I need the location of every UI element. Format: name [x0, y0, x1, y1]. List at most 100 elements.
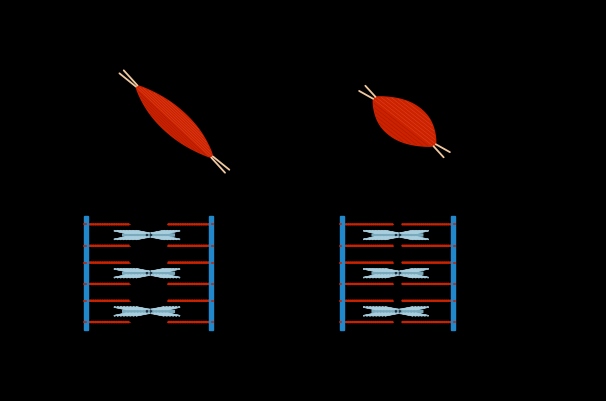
- Polygon shape: [366, 314, 380, 316]
- Circle shape: [104, 262, 106, 263]
- Polygon shape: [412, 269, 425, 271]
- Circle shape: [350, 262, 351, 263]
- Circle shape: [358, 322, 360, 323]
- Circle shape: [364, 224, 366, 225]
- Polygon shape: [120, 231, 134, 233]
- Circle shape: [441, 262, 443, 263]
- Circle shape: [208, 245, 209, 247]
- Circle shape: [421, 224, 422, 225]
- Circle shape: [427, 284, 428, 285]
- Circle shape: [120, 224, 122, 225]
- Polygon shape: [373, 275, 386, 278]
- Circle shape: [435, 300, 437, 302]
- Circle shape: [346, 224, 347, 225]
- Circle shape: [362, 224, 364, 225]
- Circle shape: [383, 284, 385, 285]
- Polygon shape: [122, 271, 175, 275]
- Bar: [451, 217, 455, 331]
- Polygon shape: [366, 307, 380, 310]
- Circle shape: [383, 245, 385, 247]
- Polygon shape: [154, 307, 168, 310]
- Circle shape: [111, 322, 113, 323]
- Polygon shape: [160, 275, 174, 278]
- Circle shape: [367, 262, 368, 263]
- Polygon shape: [160, 269, 174, 271]
- Circle shape: [383, 300, 385, 302]
- Circle shape: [178, 262, 179, 263]
- Circle shape: [375, 224, 376, 225]
- Circle shape: [99, 322, 101, 323]
- Polygon shape: [385, 307, 398, 310]
- Circle shape: [92, 224, 94, 225]
- Circle shape: [435, 224, 437, 225]
- Circle shape: [344, 284, 345, 285]
- Polygon shape: [372, 271, 423, 275]
- Circle shape: [444, 224, 445, 225]
- Circle shape: [387, 322, 389, 323]
- Polygon shape: [160, 314, 174, 316]
- Polygon shape: [382, 307, 395, 310]
- Circle shape: [182, 300, 184, 302]
- Circle shape: [122, 322, 124, 323]
- Circle shape: [373, 300, 375, 302]
- Polygon shape: [366, 231, 380, 233]
- Polygon shape: [136, 307, 150, 310]
- Circle shape: [352, 262, 353, 263]
- Polygon shape: [130, 269, 143, 271]
- Circle shape: [108, 284, 110, 285]
- Circle shape: [196, 322, 198, 323]
- Circle shape: [368, 262, 370, 263]
- Circle shape: [439, 245, 441, 247]
- Polygon shape: [382, 314, 395, 316]
- Circle shape: [356, 224, 358, 225]
- Polygon shape: [366, 237, 380, 240]
- Polygon shape: [120, 237, 134, 240]
- Circle shape: [127, 300, 129, 302]
- Polygon shape: [123, 307, 137, 310]
- Polygon shape: [366, 275, 380, 278]
- Circle shape: [350, 245, 351, 247]
- Circle shape: [381, 262, 382, 263]
- Circle shape: [377, 262, 378, 263]
- Circle shape: [99, 284, 101, 285]
- Polygon shape: [373, 231, 386, 233]
- Polygon shape: [363, 314, 377, 316]
- Circle shape: [364, 322, 366, 323]
- Circle shape: [191, 300, 193, 302]
- Circle shape: [205, 262, 207, 263]
- Polygon shape: [406, 269, 419, 271]
- Circle shape: [421, 300, 422, 302]
- Polygon shape: [412, 231, 425, 233]
- Circle shape: [99, 300, 101, 302]
- Polygon shape: [385, 269, 398, 271]
- Polygon shape: [402, 237, 416, 240]
- Polygon shape: [402, 275, 416, 278]
- Circle shape: [179, 245, 181, 247]
- Circle shape: [433, 245, 435, 247]
- Circle shape: [406, 300, 408, 302]
- Circle shape: [116, 322, 118, 323]
- Circle shape: [387, 262, 389, 263]
- Circle shape: [358, 300, 360, 302]
- Circle shape: [205, 245, 207, 247]
- Polygon shape: [157, 307, 171, 310]
- Circle shape: [203, 224, 205, 225]
- Circle shape: [410, 300, 412, 302]
- Circle shape: [182, 262, 184, 263]
- Circle shape: [113, 224, 115, 225]
- Circle shape: [406, 224, 408, 225]
- Circle shape: [437, 322, 439, 323]
- Circle shape: [445, 224, 447, 225]
- Circle shape: [203, 262, 205, 263]
- Circle shape: [441, 245, 443, 247]
- Circle shape: [358, 262, 360, 263]
- Circle shape: [118, 224, 120, 225]
- Circle shape: [92, 262, 94, 263]
- Circle shape: [203, 245, 205, 247]
- Polygon shape: [114, 307, 127, 310]
- Polygon shape: [382, 231, 395, 233]
- Circle shape: [385, 224, 387, 225]
- Polygon shape: [363, 237, 377, 240]
- Circle shape: [437, 245, 439, 247]
- Circle shape: [125, 322, 127, 323]
